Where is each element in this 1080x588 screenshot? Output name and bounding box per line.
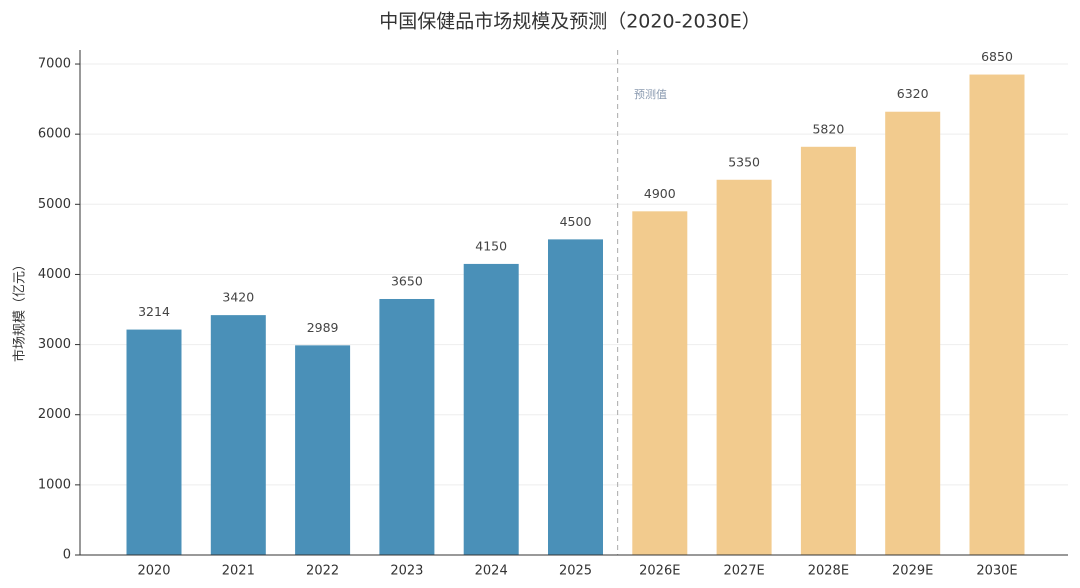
value-label: 2989 xyxy=(307,320,339,335)
bar xyxy=(463,263,519,555)
annotation: 预测值 xyxy=(634,88,667,101)
x-tick-label: 2022 xyxy=(306,564,339,579)
value-label: 4150 xyxy=(475,238,507,253)
y-tick-label: 7000 xyxy=(38,57,71,72)
x-tick-label: 2024 xyxy=(475,564,508,579)
x-tick-label: 2025 xyxy=(559,564,592,579)
x-tick-label: 2027E xyxy=(723,564,764,579)
bar xyxy=(379,298,435,555)
value-label: 3214 xyxy=(138,304,170,319)
x-tick-label: 2021 xyxy=(222,564,255,579)
x-tick-label: 2023 xyxy=(390,564,423,579)
value-label: 5350 xyxy=(728,154,760,169)
y-tick-label: 5000 xyxy=(38,197,71,212)
chart-title: 中国保健品市场规模及预测（2020-2030E） xyxy=(379,11,761,33)
x-tick-label: 2029E xyxy=(892,564,933,579)
bar xyxy=(969,74,1025,555)
bar xyxy=(210,315,266,555)
value-label: 6320 xyxy=(897,86,929,101)
bar xyxy=(632,211,688,555)
x-tick-label: 2028E xyxy=(808,564,849,579)
y-tick-label: 0 xyxy=(63,548,71,563)
bar xyxy=(126,329,182,555)
value-label: 4500 xyxy=(560,214,592,229)
y-tick-label: 2000 xyxy=(38,407,71,422)
y-tick-label: 6000 xyxy=(38,127,71,142)
value-label: 4900 xyxy=(644,186,676,201)
bar xyxy=(885,111,941,555)
x-tick-label: 2030E xyxy=(976,564,1017,579)
value-label: 3650 xyxy=(391,273,423,288)
y-axis-label: 市场规模（亿元） xyxy=(12,258,28,362)
value-label: 6850 xyxy=(981,49,1013,64)
value-label: 3420 xyxy=(222,290,254,305)
x-tick-label: 2026E xyxy=(639,564,680,579)
bar xyxy=(548,239,603,555)
bar xyxy=(295,345,351,555)
bar xyxy=(800,146,856,555)
y-tick-label: 4000 xyxy=(38,267,71,282)
value-label: 5820 xyxy=(812,121,844,136)
bar xyxy=(716,179,772,555)
y-tick-label: 1000 xyxy=(38,477,71,492)
x-tick-label: 2020 xyxy=(137,564,170,579)
y-tick-label: 3000 xyxy=(38,337,71,352)
